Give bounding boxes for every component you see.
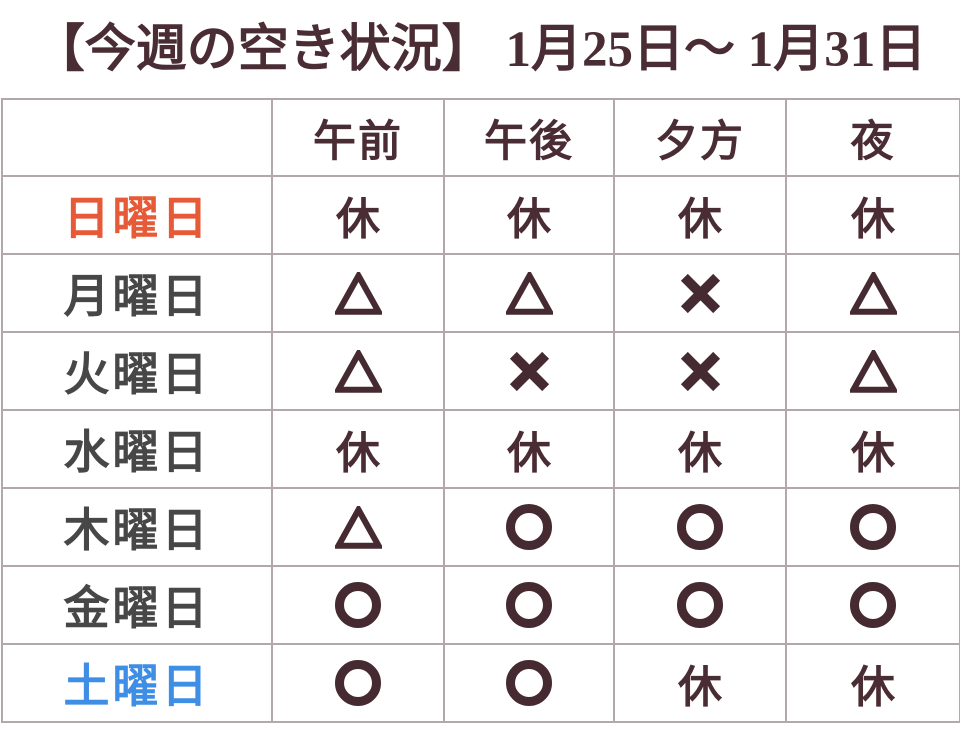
day-label: 木曜日 bbox=[1, 487, 273, 567]
circle-icon bbox=[677, 504, 723, 550]
column-header-morning: 午前 bbox=[271, 98, 445, 177]
status-cell-triangle bbox=[271, 487, 445, 567]
rest-label: 休 bbox=[851, 663, 895, 712]
column-header-evening: 夕方 bbox=[613, 98, 787, 177]
day-label: 火曜日 bbox=[1, 331, 273, 411]
triangle-icon bbox=[332, 347, 384, 393]
status-cell-cross bbox=[443, 331, 615, 411]
status-cell-cross bbox=[613, 253, 787, 333]
status-cell-triangle bbox=[443, 253, 615, 333]
status-cell-circle bbox=[271, 643, 445, 723]
status-cell-rest: 休 bbox=[613, 409, 787, 489]
row-sunday: 日曜日 休 休 休 休 bbox=[1, 175, 960, 255]
status-cell-circle bbox=[443, 565, 615, 645]
day-label: 土曜日 bbox=[1, 643, 273, 723]
status-cell-circle bbox=[613, 487, 787, 567]
rest-label: 休 bbox=[336, 429, 380, 478]
triangle-icon bbox=[503, 269, 555, 315]
rest-label: 休 bbox=[507, 195, 551, 244]
triangle-icon bbox=[332, 503, 384, 549]
circle-icon bbox=[335, 582, 381, 628]
status-cell-circle bbox=[271, 565, 445, 645]
header-row: 午前 午後 夕方夜 bbox=[1, 98, 960, 177]
status-cell-circle bbox=[613, 565, 787, 645]
status-cell-triangle bbox=[785, 331, 960, 411]
cross-icon bbox=[680, 351, 720, 391]
status-cell-circle bbox=[443, 643, 615, 723]
status-cell-triangle bbox=[271, 253, 445, 333]
cross-icon bbox=[680, 273, 720, 313]
status-cell-rest: 休 bbox=[443, 175, 615, 255]
circle-icon bbox=[506, 582, 552, 628]
status-cell-triangle bbox=[271, 331, 445, 411]
column-header-afternoon: 午後 bbox=[443, 98, 615, 177]
triangle-icon bbox=[332, 269, 384, 315]
circle-icon bbox=[335, 660, 381, 706]
rest-label: 休 bbox=[336, 195, 380, 244]
column-header-night: 夜 bbox=[785, 98, 960, 177]
rest-label: 休 bbox=[507, 429, 551, 478]
triangle-icon bbox=[847, 347, 899, 393]
circle-icon bbox=[850, 504, 896, 550]
status-cell-cross bbox=[613, 331, 787, 411]
day-label: 水曜日 bbox=[1, 409, 273, 489]
status-cell-rest: 休 bbox=[271, 409, 445, 489]
circle-icon bbox=[850, 582, 896, 628]
row-saturday: 土曜日 休 休 bbox=[1, 643, 960, 723]
row-weekday-2: 火曜日 bbox=[1, 331, 960, 411]
circle-icon bbox=[506, 660, 552, 706]
circle-icon bbox=[677, 582, 723, 628]
row-weekday-5: 金曜日 bbox=[1, 565, 960, 645]
status-cell-rest: 休 bbox=[613, 643, 787, 723]
rest-label: 休 bbox=[678, 663, 722, 712]
status-cell-triangle bbox=[785, 253, 960, 333]
status-cell-rest: 休 bbox=[785, 643, 960, 723]
circle-icon bbox=[506, 504, 552, 550]
page-title: 【今週の空き状況】 1月25日～ 1月31日 bbox=[33, 22, 927, 78]
day-label: 月曜日 bbox=[1, 253, 273, 333]
row-weekday-1: 月曜日 bbox=[1, 253, 960, 333]
day-label: 日曜日 bbox=[1, 175, 273, 255]
rest-label: 休 bbox=[851, 429, 895, 478]
status-cell-rest: 休 bbox=[443, 409, 615, 489]
status-cell-circle bbox=[785, 487, 960, 567]
status-cell-rest: 休 bbox=[785, 175, 960, 255]
status-cell-circle bbox=[443, 487, 615, 567]
table-body: 日曜日休休休休月曜日 火曜日 水曜日休休休休木曜日 金曜日 土曜日休休 bbox=[1, 175, 960, 723]
corner-cell bbox=[1, 98, 273, 177]
row-weekday-3: 水曜日 休 休 休 休 bbox=[1, 409, 960, 489]
row-weekday-4: 木曜日 bbox=[1, 487, 960, 567]
triangle-icon bbox=[847, 269, 899, 315]
availability-table: 午前 午後 夕方夜 日曜日休休休休月曜日 火曜日 水曜日休休休休木曜日 金曜日 土曜日休休 bbox=[1, 98, 960, 723]
status-cell-rest: 休 bbox=[785, 409, 960, 489]
cross-icon bbox=[509, 351, 549, 391]
day-label: 金曜日 bbox=[1, 565, 273, 645]
status-cell-rest: 休 bbox=[271, 175, 445, 255]
rest-label: 休 bbox=[678, 429, 722, 478]
status-cell-rest: 休 bbox=[613, 175, 787, 255]
rest-label: 休 bbox=[851, 195, 895, 244]
rest-label: 休 bbox=[678, 195, 722, 244]
status-cell-circle bbox=[785, 565, 960, 645]
